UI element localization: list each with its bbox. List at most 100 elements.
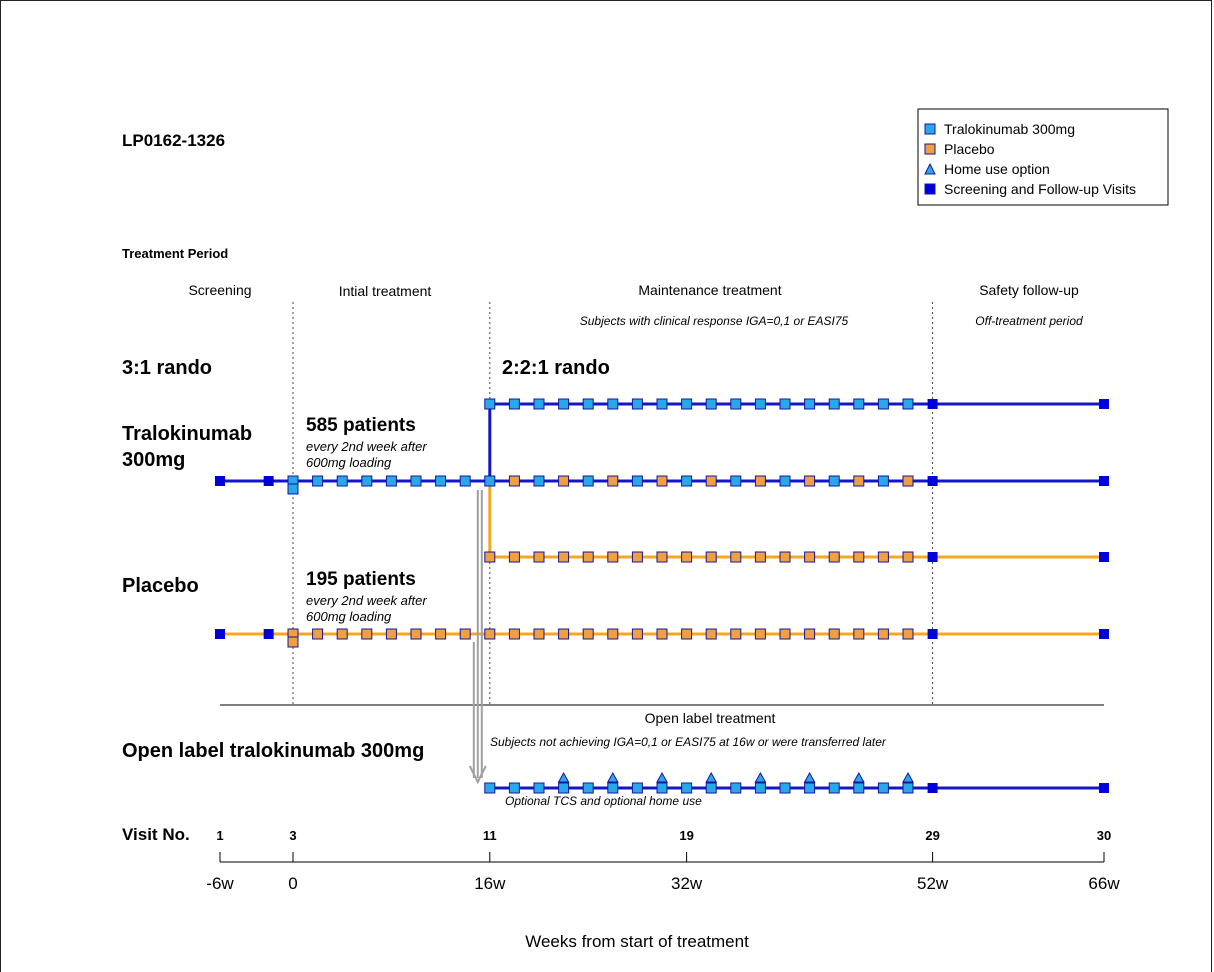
placebo-dose-marker (410, 628, 422, 640)
placebo-dose-marker (336, 628, 348, 640)
open-label-dose-marker (484, 782, 496, 794)
placebo-dose-marker (681, 551, 693, 563)
visit-marker (1099, 783, 1109, 793)
transfer-arrows (468, 490, 487, 785)
tralokinumab-dose-marker (484, 475, 496, 487)
placebo-dose-marker (804, 628, 816, 640)
open-label-dose-marker (656, 782, 668, 794)
tralokinumab-dose-marker (779, 475, 791, 487)
open-label-dose-marker (877, 782, 889, 794)
tralokinumab-q2w-marker (484, 398, 496, 410)
open-label-dose-marker (508, 782, 520, 794)
tralokinumab-dose-marker (459, 475, 471, 487)
placebo-dose-marker (853, 475, 865, 487)
open-label-dose-marker (582, 782, 594, 794)
arm-open-label: Open label tralokinumab 300mg (122, 740, 424, 762)
placebo-dose-marker (533, 628, 545, 640)
open-label-dose-marker (730, 782, 742, 794)
open-label-dose-marker (607, 782, 619, 794)
visit-markers (215, 398, 1109, 794)
tralokinumab-q2w-marker (558, 398, 570, 410)
placebo-note-1: every 2nd week after (306, 593, 427, 608)
legend-square-icon (924, 123, 936, 135)
placebo-dose-marker (705, 628, 717, 640)
placebo-dose-marker (853, 628, 865, 640)
phase-maintenance-note: Subjects with clinical response IGA=0,1 … (580, 314, 849, 328)
placebo-dose-marker (558, 551, 570, 563)
visit-number: 19 (679, 828, 693, 843)
legend-label: Placebo (944, 141, 995, 157)
visit-number: 29 (925, 828, 939, 843)
visit-marker (1099, 629, 1109, 639)
tralokinumab-dose-marker (877, 475, 889, 487)
tralokinumab-q2w-marker (582, 398, 594, 410)
legend-label: Tralokinumab 300mg (944, 121, 1075, 137)
open-label-dose-marker (533, 782, 545, 794)
placebo-dose-marker (804, 475, 816, 487)
placebo-dose-marker (558, 475, 570, 487)
legend-triangle-icon (924, 162, 936, 175)
open-label-dose-marker (828, 782, 840, 794)
home-use-marker (557, 771, 570, 783)
placebo-dose-marker (312, 628, 324, 640)
placebo-dose-marker (902, 628, 914, 640)
tralokinumab-dose-marker (681, 475, 693, 487)
tralokinumab-q2w-marker (656, 398, 668, 410)
open-label-dose-marker (631, 782, 643, 794)
placebo-dose-marker (705, 551, 717, 563)
rando-maintenance: 2:2:1 rando (502, 357, 610, 379)
visit-axis-label: Visit No. (122, 825, 190, 844)
open-label-dose-marker (853, 782, 865, 794)
legend-label: Home use option (944, 161, 1050, 177)
legend-square-icon (924, 143, 936, 155)
tralokinumab-dose-marker (361, 475, 373, 487)
placebo-dose-marker (435, 628, 447, 640)
tralokinumab-patients: 585 patients (306, 415, 416, 436)
open-label-note: Subjects not achieving IGA=0,1 or EASI75… (490, 735, 887, 749)
tralokinumab-q2w-marker (631, 398, 643, 410)
placebo-dose-marker (508, 628, 520, 640)
placebo-dose-marker (656, 475, 668, 487)
tralokinumab-dose-marker (336, 475, 348, 487)
placebo-dose-marker (681, 628, 693, 640)
placebo-dose-marker (902, 551, 914, 563)
arm-tralokinumab-label-1: Tralokinumab (122, 423, 252, 445)
phase-followup: Safety follow-up (979, 282, 1079, 298)
placebo-dose-marker (582, 628, 594, 640)
placebo-dose-marker (508, 475, 520, 487)
placebo-dose-marker (508, 551, 520, 563)
tralokinumab-dose-marker (582, 475, 594, 487)
tralokinumab-note-1: every 2nd week after (306, 439, 427, 454)
placebo-dose-marker (779, 551, 791, 563)
placebo-dose-marker (607, 551, 619, 563)
tralokinumab-q2w-marker (508, 398, 520, 410)
visit-number: 1 (216, 828, 223, 843)
placebo-dose-marker (730, 551, 742, 563)
placebo-dose-marker (804, 551, 816, 563)
week-axis-tick-label: 16w (474, 874, 506, 893)
placebo-patients: 195 patients (306, 569, 416, 590)
open-label-title: Open label treatment (645, 710, 776, 726)
home-use-marker (852, 771, 865, 783)
tralokinumab-dose-marker (410, 475, 422, 487)
placebo-dose-marker (656, 551, 668, 563)
placebo-dose-marker (607, 628, 619, 640)
visit-marker (263, 629, 274, 639)
tralokinumab-q2w-marker (828, 398, 840, 410)
week-axis-tick-label: -6w (206, 874, 234, 893)
tralokinumab-q2w-marker (877, 398, 889, 410)
tralokinumab-dose-marker (730, 475, 742, 487)
week-axis-tick-label: 52w (917, 874, 949, 893)
placebo-dose-marker (656, 628, 668, 640)
tralokinumab-q2w-marker (779, 398, 791, 410)
week-axis-tick-label: 66w (1088, 874, 1120, 893)
placebo-dose-marker (631, 551, 643, 563)
tralokinumab-dose-marker (435, 475, 447, 487)
phase-maintenance: Maintenance treatment (638, 282, 781, 298)
placebo-note-2: 600mg loading (306, 609, 392, 624)
placebo-dose-marker (558, 628, 570, 640)
tralokinumab-dose-marker (828, 475, 840, 487)
open-label-dose-marker (705, 782, 717, 794)
placebo-dose-marker (730, 628, 742, 640)
